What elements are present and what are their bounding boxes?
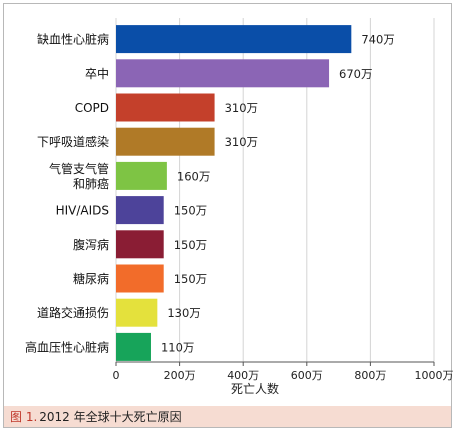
- value-label: 110万: [161, 340, 194, 354]
- figure-caption: 图 1. 2012 年全球十大死亡原因: [3, 406, 452, 428]
- bar: [116, 230, 164, 259]
- x-tick-label: 800万: [354, 369, 386, 382]
- value-label: 150万: [174, 204, 207, 218]
- bar: [116, 264, 164, 293]
- caption-label: 图 1.: [10, 410, 38, 424]
- category-label: COPD: [75, 101, 109, 115]
- value-labels: 740万 670万 310万 310万 160万 150万 150万 150万 130万 110万: [161, 33, 395, 355]
- category-label: HIV/AIDS: [56, 204, 109, 218]
- bar: [116, 161, 167, 190]
- category-label: 卒中: [85, 66, 109, 81]
- bar: [116, 127, 215, 156]
- category-label: 腹泻病: [73, 237, 109, 252]
- x-tick-label: 200万: [164, 369, 196, 382]
- x-tick-label: 600万: [291, 369, 323, 382]
- value-label: 740万: [361, 33, 394, 47]
- x-tick-label: 0: [113, 369, 120, 382]
- x-axis-title: 死亡人数: [231, 381, 279, 396]
- category-label: 下呼吸道感染: [37, 134, 109, 149]
- category-label: 糖尿病: [73, 271, 109, 286]
- x-tick-label: 400万: [227, 369, 259, 382]
- category-label: 和肺癌: [73, 176, 109, 191]
- x-tick-label: 1000万: [415, 369, 454, 382]
- value-label: 160万: [177, 169, 210, 183]
- bar: [116, 59, 330, 88]
- x-axis: 0 200万 400万 600万 800万 1000万: [113, 361, 454, 382]
- bar: [116, 332, 151, 361]
- category-label: 缺血性心脏病: [37, 32, 109, 47]
- bar: [116, 196, 164, 225]
- caption-text: 2012 年全球十大死亡原因: [39, 410, 182, 424]
- bars: [116, 25, 352, 361]
- category-label: 高血压性心脏病: [25, 339, 109, 354]
- value-label: 150万: [174, 238, 207, 252]
- category-label: 气管支气管: [49, 161, 109, 176]
- value-label: 310万: [225, 101, 258, 115]
- value-label: 150万: [174, 272, 207, 286]
- bar: [116, 93, 215, 122]
- value-label: 310万: [225, 135, 258, 149]
- value-label: 130万: [167, 306, 200, 320]
- value-label: 670万: [339, 67, 372, 81]
- bar: [116, 25, 352, 54]
- bar: [116, 298, 158, 327]
- category-label: 道路交通损伤: [37, 305, 109, 320]
